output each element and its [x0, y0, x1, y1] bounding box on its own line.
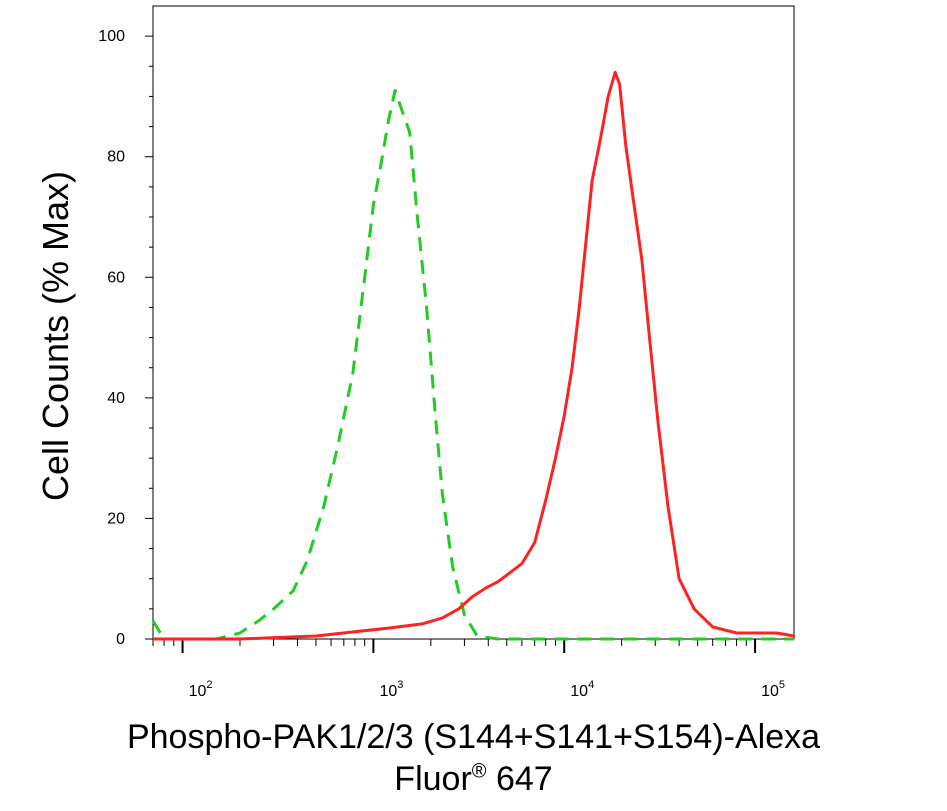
- x-axis-title-fluor: Fluor: [394, 760, 472, 798]
- x-axis-title-registered-mark: ®: [471, 760, 487, 783]
- x-axis-title-line1: Phospho-PAK1/2/3 (S144+S141+S154)-Alexa: [126, 718, 821, 756]
- y-tick-label: 100: [98, 28, 125, 45]
- y-tick-label: 40: [107, 390, 125, 407]
- x-axis-title-647: 647: [486, 760, 553, 798]
- x-tick-label: 102: [189, 679, 213, 700]
- x-axis-title-line2: Fluor® 647: [0, 762, 947, 796]
- y-tick-label: 60: [107, 269, 125, 286]
- y-tick-label: 80: [107, 149, 125, 166]
- x-tick-label: 104: [570, 679, 594, 700]
- axis-ticks: 0 20 40 60 80 100 102 103 104 105: [98, 28, 785, 700]
- plot-frame: [152, 5, 795, 640]
- series-lines: [151, 70, 795, 641]
- y-axis-title: Cell Counts (% Max): [35, 171, 76, 501]
- x-tick-label: 105: [761, 679, 785, 700]
- y-tick-label: 0: [116, 631, 125, 648]
- stained-series-line: [153, 70, 795, 641]
- x-tick-label: 103: [379, 679, 403, 700]
- control-series-line: [151, 88, 794, 641]
- y-tick-label: 20: [107, 510, 125, 527]
